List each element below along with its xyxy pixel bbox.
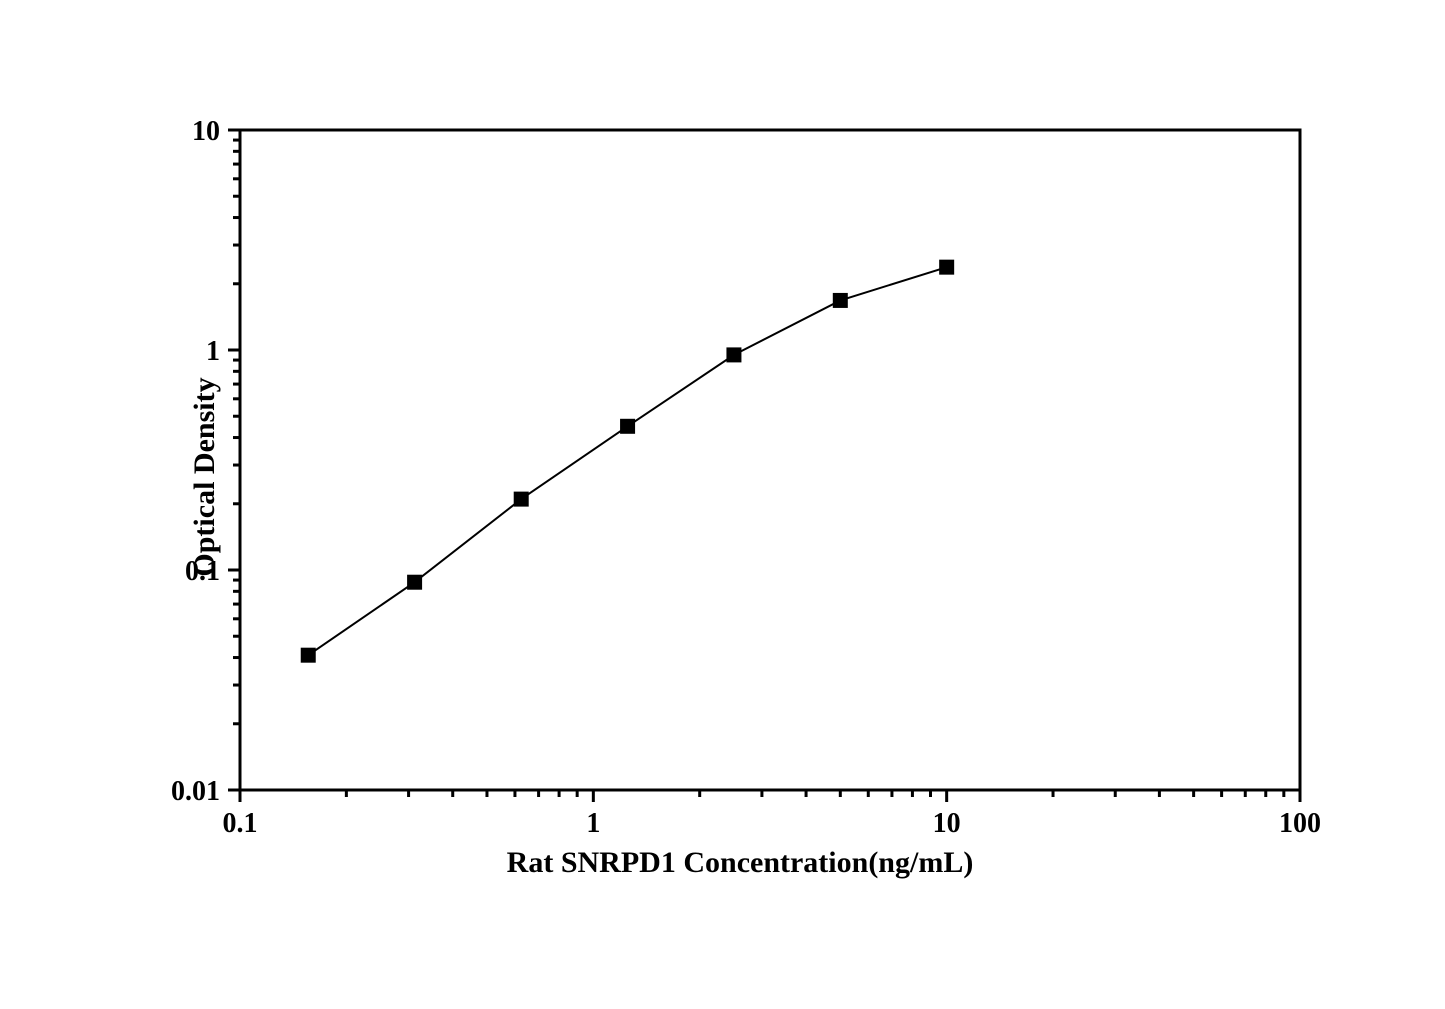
svg-text:100: 100 — [1279, 808, 1321, 839]
y-axis-label: Optical Density — [188, 377, 222, 576]
svg-text:10: 10 — [192, 116, 220, 147]
chart-container: 0.11101000.010.1110 Optical Density Rat … — [150, 80, 1330, 900]
svg-text:10: 10 — [933, 808, 961, 839]
svg-text:1: 1 — [206, 336, 220, 367]
svg-text:1: 1 — [586, 808, 600, 839]
svg-text:0.1: 0.1 — [223, 808, 258, 839]
x-axis-label: Rat SNRPD1 Concentration(ng/mL) — [507, 846, 974, 880]
svg-text:0.01: 0.01 — [171, 776, 220, 807]
chart-svg: 0.11101000.010.1110 — [150, 80, 1330, 900]
